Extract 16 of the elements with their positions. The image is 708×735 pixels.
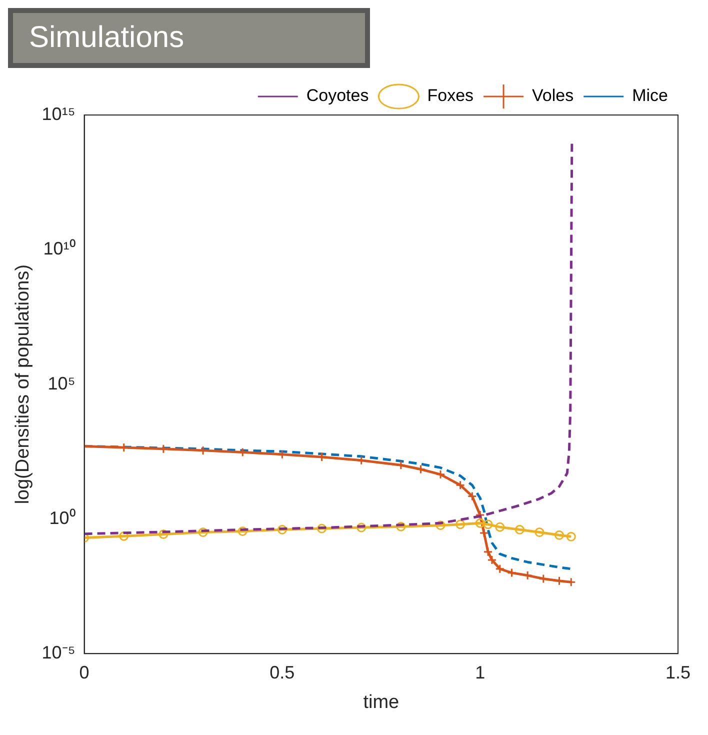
y-tick-label: 10⁵ xyxy=(48,373,76,394)
x-tick-label: 0 xyxy=(79,662,90,682)
legend-label: Mice xyxy=(632,86,668,106)
legend-label: Foxes xyxy=(427,86,474,106)
x-tick-label: 1 xyxy=(475,662,486,682)
y-tick-label: 10¹⁵ xyxy=(42,104,76,124)
y-axis-title: log(Densities of populations) xyxy=(12,264,34,504)
y-tick-label: 10⁰ xyxy=(49,508,76,528)
y-tick-label: 10⁻⁵ xyxy=(42,642,76,663)
chart-title: Simulations xyxy=(8,8,370,68)
x-tick-label: 1.5 xyxy=(665,662,691,682)
x-axis-title: time xyxy=(363,692,400,713)
legend-label: Voles xyxy=(532,86,574,106)
x-tick-label: 0.5 xyxy=(270,662,295,682)
y-tick-label: 10¹⁰ xyxy=(43,238,76,259)
legend-label: Coyotes xyxy=(306,86,369,106)
